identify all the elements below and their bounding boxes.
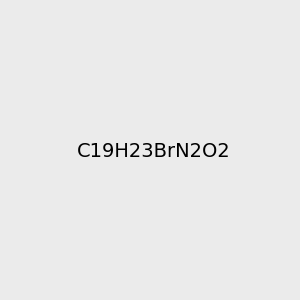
Text: C19H23BrN2O2: C19H23BrN2O2 (77, 142, 231, 161)
